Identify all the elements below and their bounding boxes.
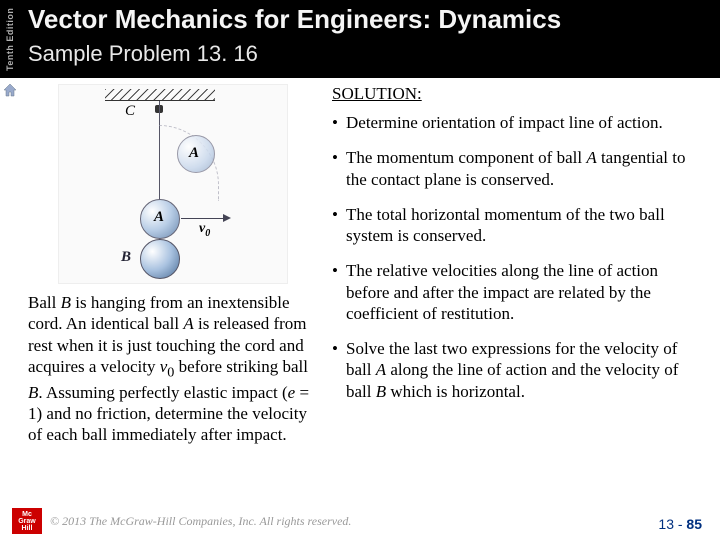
- solution-bullet: The momentum component of ball A tangent…: [332, 147, 698, 190]
- edition-tab: Tenth Edition: [0, 0, 20, 78]
- footer: Mc Graw Hill © 2013 The McGraw-Hill Comp…: [0, 508, 720, 534]
- ceiling-hatch: [105, 89, 215, 101]
- label-v0: v0: [199, 221, 210, 239]
- page-number: 13 - 85: [658, 516, 702, 532]
- copyright-text: © 2013 The McGraw-Hill Companies, Inc. A…: [50, 514, 351, 529]
- solution-bullet: Solve the last two expressions for the v…: [332, 338, 698, 402]
- slide-header: Vector Mechanics for Engineers: Dynamics…: [20, 0, 720, 78]
- publisher-logo: Mc Graw Hill: [12, 508, 42, 534]
- problem-statement: Ball B is hanging from an inextensible c…: [28, 292, 320, 446]
- book-title: Vector Mechanics for Engineers: Dynamics: [28, 0, 720, 35]
- label-a: A: [154, 209, 164, 226]
- label-a-ghost: A: [189, 145, 199, 162]
- solution-bullet: The total horizontal momentum of the two…: [332, 204, 698, 247]
- content-area: C A A v0 B Ball B is hanging from an ine…: [0, 78, 720, 446]
- label-c: C: [125, 103, 135, 120]
- problem-figure: C A A v0 B: [58, 84, 288, 284]
- label-b: B: [121, 249, 131, 266]
- ball-b: [140, 239, 180, 279]
- problem-title: Sample Problem 13. 16: [28, 41, 720, 67]
- left-column: C A A v0 B Ball B is hanging from an ine…: [28, 84, 328, 446]
- solution-bullet: Determine orientation of impact line of …: [332, 112, 698, 133]
- right-column: SOLUTION: Determine orientation of impac…: [328, 84, 698, 446]
- v0-arrow: [181, 218, 233, 219]
- home-icon[interactable]: [2, 82, 18, 98]
- solution-header: SOLUTION:: [332, 84, 698, 104]
- solution-bullet: The relative velocities along the line o…: [332, 260, 698, 324]
